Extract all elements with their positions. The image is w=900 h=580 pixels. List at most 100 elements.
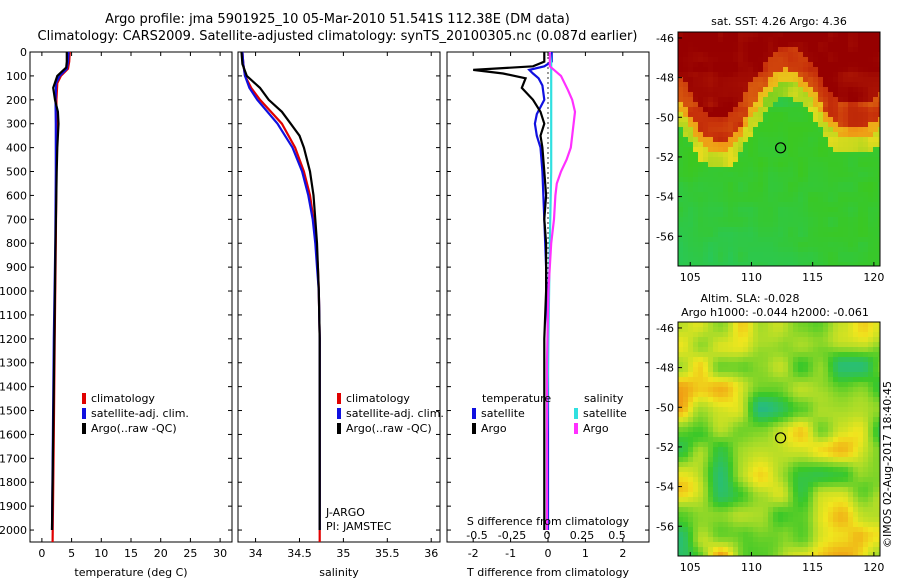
heatmap-cell bbox=[733, 82, 738, 87]
heatmap-cell bbox=[698, 127, 703, 132]
heatmap-cell bbox=[738, 122, 743, 127]
heatmap-cell bbox=[828, 487, 833, 492]
heatmap-cell bbox=[798, 392, 803, 397]
heatmap-cell bbox=[773, 552, 778, 556]
heatmap-cell bbox=[743, 92, 748, 97]
heatmap-cell bbox=[753, 252, 758, 257]
heatmap-cell bbox=[843, 377, 848, 382]
heatmap-cell bbox=[803, 177, 808, 182]
heatmap-cell bbox=[688, 122, 693, 127]
heatmap-cell bbox=[798, 387, 803, 392]
heatmap-cell bbox=[728, 332, 733, 337]
heatmap-cell bbox=[738, 352, 743, 357]
heatmap-cell bbox=[693, 102, 698, 107]
heatmap-cell bbox=[868, 432, 873, 437]
heatmap-cell bbox=[843, 222, 848, 227]
heatmap-cell bbox=[868, 232, 873, 237]
heatmap-cell bbox=[678, 102, 683, 107]
heatmap-cell bbox=[808, 107, 813, 112]
heatmap-cell bbox=[678, 492, 683, 497]
heatmap-cell bbox=[783, 542, 788, 547]
heatmap-cell bbox=[763, 102, 768, 107]
heatmap-cell bbox=[693, 487, 698, 492]
heatmap-cell bbox=[863, 532, 868, 537]
heatmap-cell bbox=[828, 202, 833, 207]
heatmap-cell bbox=[698, 242, 703, 247]
heatmap-cell bbox=[798, 242, 803, 247]
heatmap-cell bbox=[738, 207, 743, 212]
y-tick-label: 900 bbox=[6, 261, 27, 274]
heatmap-cell bbox=[838, 482, 843, 487]
heatmap-cell bbox=[853, 367, 858, 372]
heatmap-cell bbox=[813, 487, 818, 492]
heatmap-cell bbox=[868, 442, 873, 447]
heatmap-cell bbox=[878, 162, 880, 167]
heatmap-cell bbox=[743, 197, 748, 202]
heatmap-cell bbox=[728, 257, 733, 262]
heatmap-cell bbox=[723, 547, 728, 552]
heatmap-cell bbox=[713, 142, 718, 147]
heatmap-cell bbox=[793, 357, 798, 362]
heatmap-cell bbox=[778, 387, 783, 392]
heatmap-cell bbox=[678, 387, 683, 392]
heatmap-cell bbox=[703, 407, 708, 412]
heatmap-cell bbox=[863, 112, 868, 117]
heatmap-cell bbox=[828, 472, 833, 477]
heatmap-cell bbox=[853, 322, 858, 327]
heatmap-cell bbox=[853, 547, 858, 552]
heatmap-cell bbox=[803, 532, 808, 537]
heatmap-cell bbox=[768, 237, 773, 242]
heatmap-cell bbox=[683, 442, 688, 447]
heatmap-cell bbox=[798, 372, 803, 377]
heatmap-cell bbox=[778, 362, 783, 367]
heatmap-cell bbox=[758, 172, 763, 177]
heatmap-cell bbox=[793, 352, 798, 357]
heatmap-cell bbox=[688, 202, 693, 207]
heatmap-cell bbox=[868, 367, 873, 372]
heatmap-cell bbox=[853, 457, 858, 462]
heatmap-cell bbox=[783, 172, 788, 177]
heatmap-cell bbox=[713, 407, 718, 412]
heatmap-cell bbox=[853, 237, 858, 242]
heatmap-cell bbox=[878, 342, 880, 347]
heatmap-cell bbox=[843, 212, 848, 217]
heatmap-cell bbox=[703, 422, 708, 427]
y-tick-label: 0 bbox=[20, 46, 27, 59]
heatmap-cell bbox=[818, 52, 823, 57]
heatmap-cell bbox=[863, 77, 868, 82]
heatmap-cell bbox=[733, 387, 738, 392]
heatmap-cell bbox=[778, 447, 783, 452]
heatmap-cell bbox=[848, 102, 853, 107]
heatmap-cell bbox=[838, 182, 843, 187]
heatmap-cell bbox=[858, 197, 863, 202]
heatmap-cell bbox=[753, 182, 758, 187]
heatmap-cell bbox=[818, 532, 823, 537]
heatmap-cell bbox=[703, 487, 708, 492]
heatmap-cell bbox=[823, 442, 828, 447]
heatmap-cell bbox=[853, 357, 858, 362]
map-x-tick-label: 110 bbox=[741, 271, 762, 284]
heatmap-cell bbox=[853, 262, 858, 266]
heatmap-cell bbox=[863, 522, 868, 527]
heatmap-cell bbox=[778, 397, 783, 402]
heatmap-cell bbox=[838, 147, 843, 152]
heatmap-cell bbox=[808, 367, 813, 372]
heatmap-cell bbox=[873, 537, 878, 542]
heatmap-cell bbox=[768, 192, 773, 197]
heatmap-cell bbox=[723, 422, 728, 427]
heatmap-cell bbox=[733, 542, 738, 547]
heatmap-cell bbox=[863, 542, 868, 547]
heatmap-cell bbox=[863, 207, 868, 212]
heatmap-cell bbox=[773, 527, 778, 532]
heatmap-cell bbox=[688, 242, 693, 247]
heatmap-cell bbox=[808, 172, 813, 177]
heatmap-cell bbox=[693, 37, 698, 42]
heatmap-cell bbox=[818, 552, 823, 556]
heatmap-cell bbox=[773, 187, 778, 192]
heatmap-cell bbox=[798, 237, 803, 242]
heatmap-cell bbox=[698, 192, 703, 197]
heatmap-cell bbox=[768, 367, 773, 372]
heatmap-cell bbox=[868, 372, 873, 377]
heatmap-cell bbox=[763, 202, 768, 207]
